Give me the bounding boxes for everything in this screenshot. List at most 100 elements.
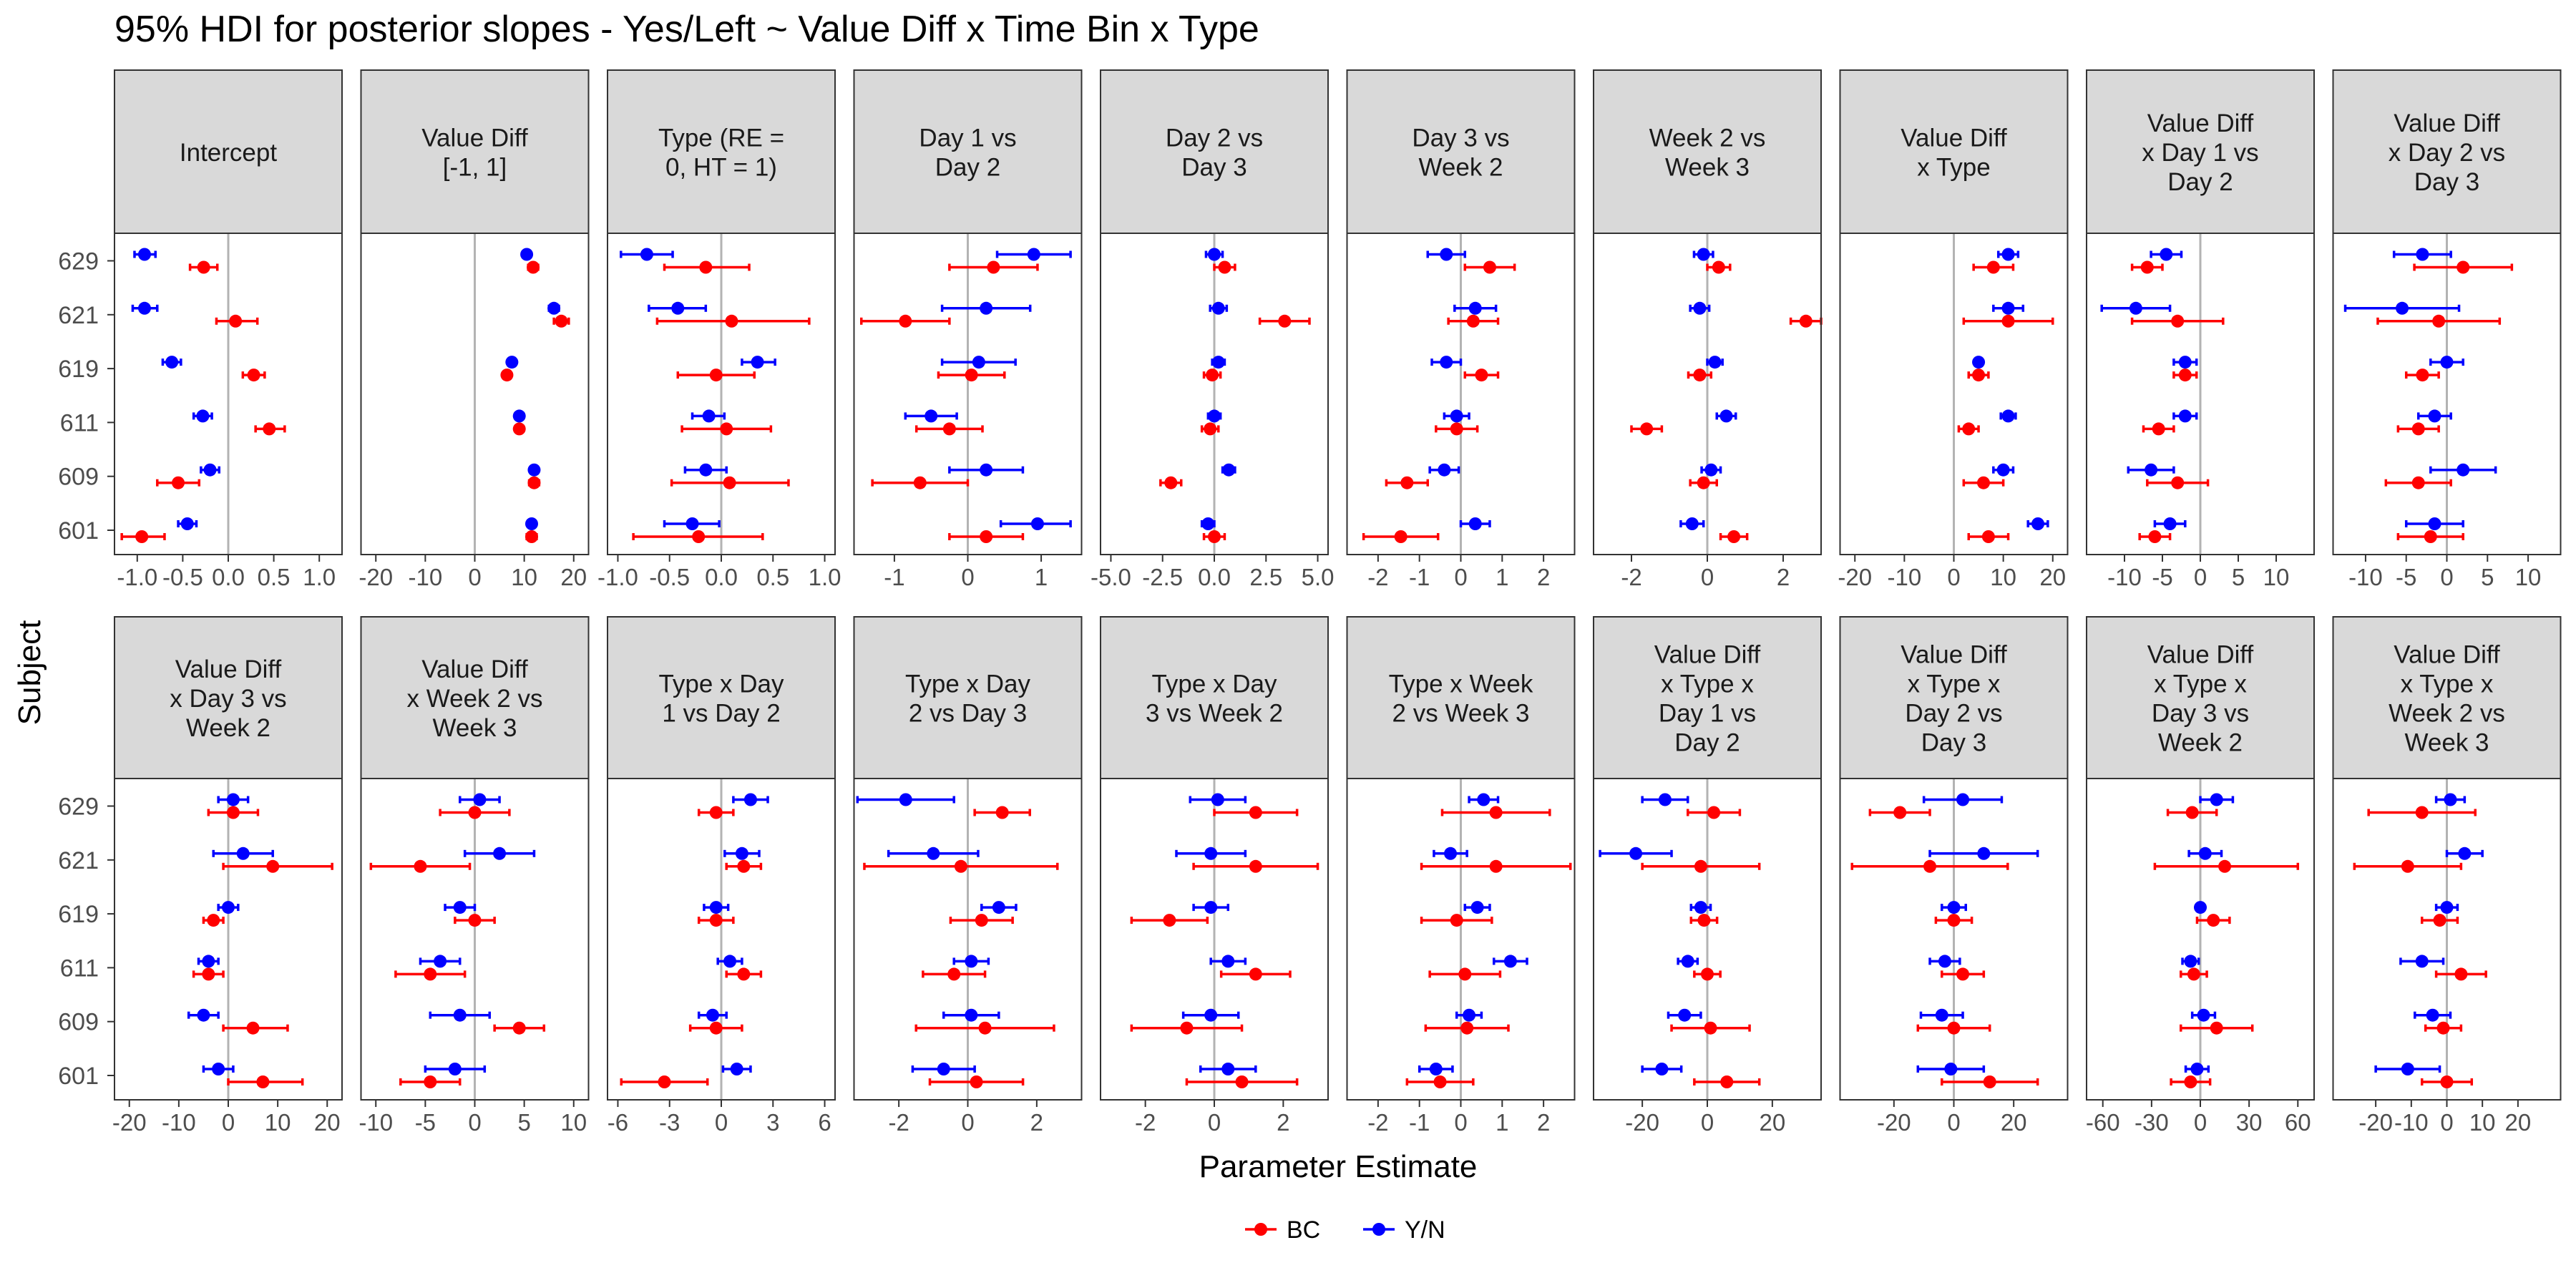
bc-point-subject-619 [247,369,260,382]
panel-strip [2086,69,2315,234]
x-tick-label: 0.0 [705,564,738,590]
yn-point-subject-611 [2178,409,2192,423]
yn-point-subject-621 [1211,301,1225,315]
panel-5: Day 2 vs Day 3 -5.0 -2.5 0.0 2.5 5.0 [1091,69,1335,590]
bc-point-subject-629 [468,806,482,819]
x-tick-label: -20 [2358,1109,2393,1136]
panel-strip [853,616,1083,779]
panel-15: Type x Day 3 vs Week 2 -2 0 2 [1100,616,1329,1136]
x-tick-label: 0 [468,564,481,590]
bc-point-subject-611 [1640,422,1654,436]
x-tick-label: 10 [511,564,537,590]
panel-title: Type x Day 2 vs Day 3 [905,670,1031,728]
x-tick-label: 0 [1208,1109,1221,1136]
x-tick-label: 0 [1947,1109,1960,1136]
yn-point-subject-619 [2440,356,2454,369]
x-tick-label: 10 [1990,564,2016,590]
yn-point-subject-629 [473,793,487,806]
bc-point-subject-619 [207,914,220,927]
bc-point-subject-629 [2457,260,2470,274]
yn-point-subject-629 [2160,248,2173,261]
x-tick-label: -60 [2086,1109,2120,1136]
yn-point-subject-619 [992,901,1005,914]
panel-strip [360,616,590,779]
yn-point-subject-601 [2031,517,2045,530]
yn-point-subject-621 [1977,847,1991,860]
yn-point-subject-611 [1208,409,1221,423]
yn-point-subject-601 [212,1063,225,1075]
yn-point-subject-629 [1440,248,1453,261]
bc-point-subject-619 [2178,369,2192,382]
x-axis-label: Parameter Estimate [1199,1149,1478,1184]
bc-point-subject-609 [1976,476,1990,489]
bc-point-subject-629 [2415,806,2429,819]
bc-point-subject-601 [970,1075,983,1088]
panel-title: Value Diff x Day 2 vs Day 3 [2389,109,2505,196]
y-tick-label: 619 [58,901,99,928]
x-tick-label: 20 [314,1109,341,1136]
panel-strip [1100,69,1329,234]
yn-point-subject-629 [2001,248,2015,261]
bc-point-subject-611 [1962,422,1976,436]
bc-point-subject-629 [1986,260,2000,274]
x-tick-label: -5 [2152,564,2172,590]
yn-point-subject-619 [1470,901,1484,914]
x-tick-label: -2 [1367,564,1388,590]
yn-point-subject-621 [2458,847,2472,860]
x-tick-label: 10 [560,1109,587,1136]
bc-point-subject-601 [658,1075,671,1088]
legend-label: BC [1287,1216,1320,1244]
yn-point-subject-609 [1935,1008,1948,1022]
bc-point-subject-621 [1923,859,1937,873]
yn-point-subject-609 [1222,463,1236,477]
bc-point-subject-609 [709,1021,723,1035]
x-tick-label: 0 [468,1109,481,1136]
yn-point-subject-609 [706,1008,719,1022]
legend-key-point [1372,1223,1385,1236]
panel-2: Value Diff [-1, 1] -20 -10 0 10 20 [358,69,590,590]
bc-point-subject-619 [975,914,988,927]
panel-title: Day 2 vs Day 3 [1166,125,1263,182]
bc-point-subject-609 [913,476,927,489]
x-tick-label: -20 [1877,1109,1911,1136]
x-tick-label: 2 [1537,564,1550,590]
bc-point-subject-629 [197,260,210,274]
yn-point-subject-609 [527,463,541,477]
yn-point-subject-629 [640,248,653,261]
legend-item-bc: BC [1245,1216,1320,1244]
x-tick-label: 5.0 [1302,564,1335,590]
bc-point-subject-611 [2454,967,2468,981]
yn-point-subject-609 [197,1008,210,1022]
bc-point-subject-609 [2171,476,2185,489]
x-tick-label: 10 [2263,564,2290,590]
yn-point-subject-629 [1211,793,1224,806]
yn-point-subject-629 [1697,248,1710,261]
bc-point-subject-609 [978,1021,992,1035]
yn-point-subject-619 [1947,901,1961,914]
x-tick-label: 0.0 [1198,564,1231,590]
bc-point-subject-621 [1799,314,1813,328]
panel-strip [1839,616,2069,779]
bc-point-subject-621 [414,859,427,873]
yn-point-subject-629 [2210,793,2223,806]
yn-point-subject-619 [165,356,179,369]
x-tick-label: 0 [1454,1109,1467,1136]
x-tick-label: -10 [358,1109,393,1136]
x-tick-label: 2 [1537,1109,1550,1136]
bc-point-subject-629 [2140,260,2154,274]
panel-19: Value Diff x Type x Day 3 vs Week 2 -60 -30 0 3… [2086,616,2315,1136]
yn-point-subject-619 [1972,356,1986,369]
bc-point-subject-629 [1489,806,1503,819]
x-tick-label: 0.0 [212,564,245,590]
panel-1: Intercept 629 621 619 611 609 601 -1.0 -0.5 0.0 0.… [58,69,343,590]
yn-point-subject-621 [2129,301,2142,315]
x-tick-label: 20 [2505,1109,2532,1136]
y-tick-label: 601 [58,1063,99,1090]
yn-point-subject-609 [965,1008,978,1022]
yn-point-subject-601 [1221,1063,1235,1075]
x-tick-label: -10 [2348,564,2383,590]
bc-point-subject-619 [1206,369,1219,382]
bc-point-subject-601 [135,530,149,543]
bc-point-subject-621 [266,859,280,873]
panel-strip [853,69,1083,234]
